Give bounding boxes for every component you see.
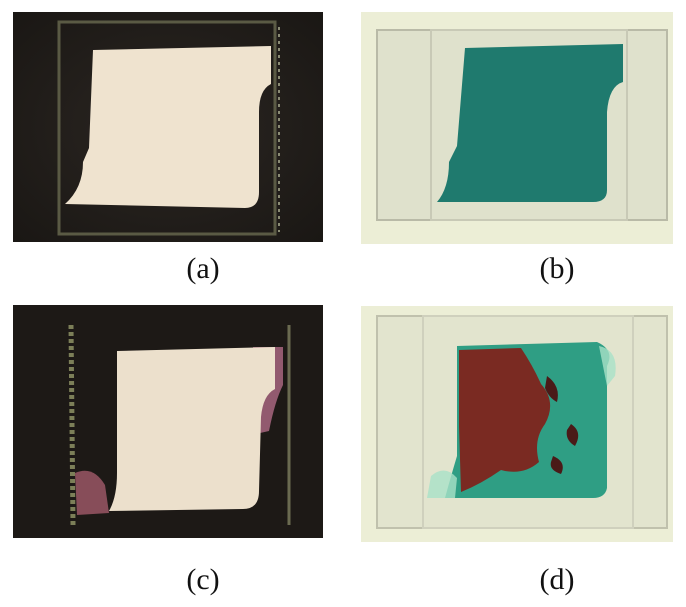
slide-overlap [430,29,628,221]
photo-a-image [13,12,323,242]
photo-panel-b [361,12,673,244]
caption-a: (a) [186,252,220,285]
photo-c-image [13,305,323,538]
glass-slide-outline [57,20,277,236]
dark-domain [459,348,551,492]
film-edge-tint [599,346,616,386]
photo-panel-d [361,306,673,542]
photo-panel-a [13,12,323,242]
film-square [65,46,271,208]
dark-domain-spots [545,376,579,474]
photo-d-image [361,306,673,542]
caption-c: (c) [186,563,220,596]
film-square [109,347,275,511]
film-square [437,44,623,202]
caption-d: (d) [539,563,575,596]
caption-b: (b) [539,252,575,285]
slide-edge [68,324,76,526]
photo-panel-c [13,305,323,538]
slide-overlap [422,315,634,529]
photo-b-image [361,12,673,244]
film-edge-tint [427,470,457,498]
film-edge-tint [75,470,109,515]
